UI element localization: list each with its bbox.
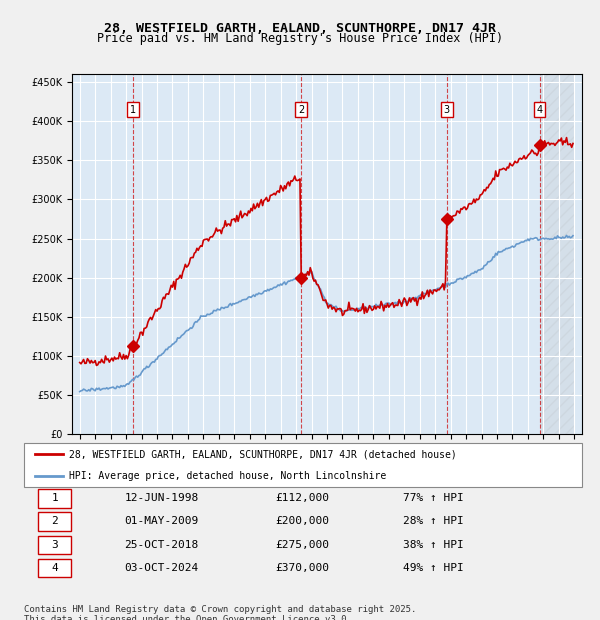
FancyBboxPatch shape <box>38 559 71 577</box>
Bar <box>539 74 574 434</box>
Text: 49% ↑ HPI: 49% ↑ HPI <box>403 563 464 573</box>
Text: 28, WESTFIELD GARTH, EALAND, SCUNTHORPE, DN17 4JR (detached house): 28, WESTFIELD GARTH, EALAND, SCUNTHORPE,… <box>68 449 457 459</box>
Text: 3: 3 <box>444 105 450 115</box>
Text: Contains HM Land Registry data © Crown copyright and database right 2025.
This d: Contains HM Land Registry data © Crown c… <box>24 604 416 620</box>
Text: HPI: Average price, detached house, North Lincolnshire: HPI: Average price, detached house, Nort… <box>68 471 386 481</box>
Text: 25-OCT-2018: 25-OCT-2018 <box>124 539 199 549</box>
Text: 01-MAY-2009: 01-MAY-2009 <box>124 516 199 526</box>
Text: 1: 1 <box>52 494 58 503</box>
Text: 3: 3 <box>52 539 58 549</box>
Text: £112,000: £112,000 <box>275 494 329 503</box>
Text: Price paid vs. HM Land Registry's House Price Index (HPI): Price paid vs. HM Land Registry's House … <box>97 32 503 45</box>
Text: £275,000: £275,000 <box>275 539 329 549</box>
Text: 1: 1 <box>130 105 136 115</box>
Text: 03-OCT-2024: 03-OCT-2024 <box>124 563 199 573</box>
Text: £370,000: £370,000 <box>275 563 329 573</box>
Text: 4: 4 <box>536 105 542 115</box>
Text: 2: 2 <box>52 516 58 526</box>
Text: 4: 4 <box>52 563 58 573</box>
FancyBboxPatch shape <box>38 536 71 554</box>
Text: 77% ↑ HPI: 77% ↑ HPI <box>403 494 464 503</box>
Text: 2: 2 <box>298 105 304 115</box>
FancyBboxPatch shape <box>38 513 71 531</box>
Text: 28, WESTFIELD GARTH, EALAND, SCUNTHORPE, DN17 4JR: 28, WESTFIELD GARTH, EALAND, SCUNTHORPE,… <box>104 22 496 35</box>
FancyBboxPatch shape <box>24 443 582 487</box>
Text: 12-JUN-1998: 12-JUN-1998 <box>124 494 199 503</box>
FancyBboxPatch shape <box>38 489 71 508</box>
Text: 28% ↑ HPI: 28% ↑ HPI <box>403 516 464 526</box>
Text: £200,000: £200,000 <box>275 516 329 526</box>
Text: 38% ↑ HPI: 38% ↑ HPI <box>403 539 464 549</box>
